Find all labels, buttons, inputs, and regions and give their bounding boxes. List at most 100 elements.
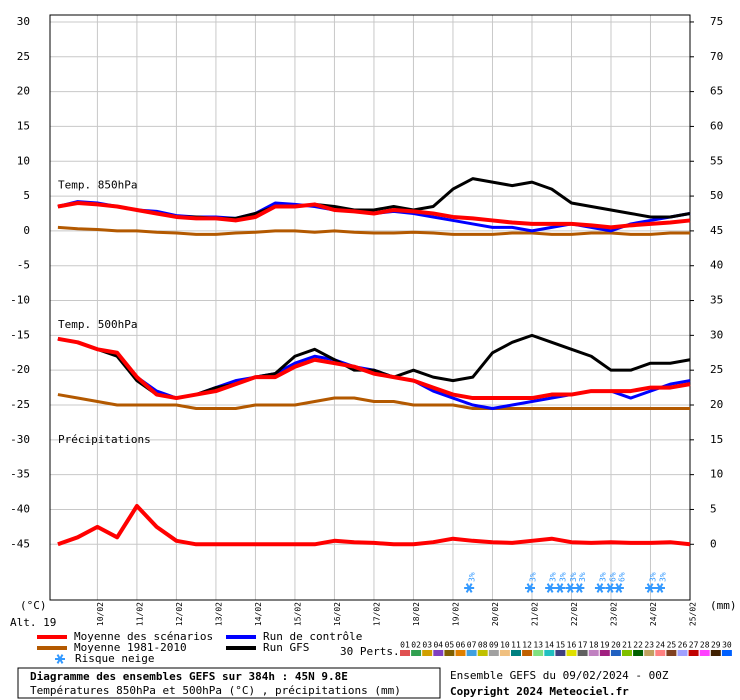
y-tick-label: -40: [10, 502, 30, 515]
perturbation-swatch: [644, 650, 655, 656]
snowflake-stroke: [646, 583, 654, 593]
snow-risk-marker: [574, 583, 585, 593]
series-line: [57, 225, 690, 236]
x-tick-label: 24/02: [649, 602, 658, 626]
snow-risk-marker: [464, 583, 475, 593]
perturbation-label: 10: [500, 641, 510, 650]
perturbation-label: 25: [667, 641, 677, 650]
snow-risk-label: 3%: [649, 572, 658, 582]
snowflake-stroke: [556, 583, 564, 593]
snow-risk-label: 3%: [468, 572, 477, 582]
y-tick-label: -35: [10, 468, 30, 481]
x-tick-label: 12/02: [175, 602, 184, 626]
y2-tick-label: 45: [710, 224, 723, 237]
perturbation-label: 18: [589, 641, 599, 650]
y-tick-label: -45: [10, 537, 30, 550]
title-box: [17, 667, 441, 699]
x-tick-label: 13/02: [214, 602, 223, 626]
x-tick-label: 18/02: [412, 602, 421, 626]
y-tick-label: -10: [10, 294, 30, 307]
perturbation-label: 06: [456, 641, 466, 650]
perturbation-swatch: [699, 650, 710, 656]
perturbation-label: 12: [522, 641, 532, 650]
y2-tick-label: 60: [710, 119, 723, 132]
y-tick-label: -20: [10, 363, 30, 376]
y2-tick-label: 25: [710, 363, 723, 376]
snow-risk-marker: [565, 583, 576, 593]
perturbation-label: 01: [400, 641, 410, 650]
perturbation-swatch: [677, 650, 688, 656]
perturbation-label: 21: [622, 641, 632, 650]
panel-label: Temp. 500hPa: [58, 318, 137, 331]
snowflake-stroke: [656, 583, 664, 593]
x-tick-label: 16/02: [333, 602, 342, 626]
perturbation-swatch: [433, 650, 444, 656]
snow-risk-marker: [545, 583, 556, 593]
perturbation-swatch: [455, 650, 466, 656]
snowflake-stroke: [576, 583, 583, 593]
perturbation-label: 13: [533, 641, 543, 650]
perturbation-swatch: [533, 650, 544, 656]
panel-label: Précipitations: [58, 433, 151, 446]
y2-tick-label: 50: [710, 189, 723, 202]
y2-tick-label: 5: [710, 502, 717, 515]
snowflake-stroke: [596, 583, 604, 593]
y-axis-label: (°C): [20, 599, 47, 612]
snow-risk-label: 3%: [529, 572, 538, 582]
y-tick-label: 15: [17, 119, 30, 132]
perturbation-label: 03: [422, 641, 432, 650]
perturbation-swatch: [588, 650, 599, 656]
perturbation-label: 30: [722, 641, 732, 650]
chart-title: Diagramme des ensembles GEFS sur 384h : …: [30, 670, 348, 683]
x-tick-label: 11/02: [135, 602, 144, 626]
perturbation-label: 04: [433, 641, 443, 650]
perturbation-label: 11: [511, 641, 521, 650]
y2-tick-label: 75: [710, 15, 723, 28]
y2-tick-label: 40: [710, 259, 723, 272]
snowflake-stroke: [465, 583, 473, 593]
x-tick-label: 21/02: [530, 602, 539, 626]
x-tick-label: 14/02: [254, 602, 263, 626]
perturbation-swatch: [422, 650, 433, 656]
perturbation-swatch: [710, 650, 721, 656]
perturbation-label: 29: [711, 641, 721, 650]
snow-risk-label: 3%: [569, 572, 578, 582]
x-tick-label: 17/02: [372, 602, 381, 626]
perturbation-label: 16: [567, 641, 577, 650]
perturbation-swatch: [566, 650, 577, 656]
y-tick-label: 20: [17, 85, 30, 98]
perturbations-label: 30 Perts.: [340, 645, 400, 658]
perturbation-swatch: [488, 650, 499, 656]
snow-risk-marker: [555, 583, 566, 593]
perturbation-swatch: [721, 650, 732, 656]
perturbation-label: 24: [655, 641, 665, 650]
snowflake-stroke: [606, 583, 614, 593]
perturbation-label: 22: [633, 641, 643, 650]
perturbation-swatch: [655, 650, 666, 656]
perturbation-swatch: [499, 650, 510, 656]
perturbation-swatch: [544, 650, 555, 656]
snow-risk-label: 6%: [617, 572, 626, 582]
snow-risk-label: 6%: [609, 572, 618, 582]
y-tick-label: 30: [17, 15, 30, 28]
legend-label: Run de contrôle: [263, 630, 362, 643]
perturbation-label: 09: [489, 641, 499, 650]
y2-tick-label: 70: [710, 50, 723, 63]
snow-risk-marker: [613, 583, 624, 593]
perturbation-swatch: [522, 650, 533, 656]
perturbation-swatch: [666, 650, 677, 656]
x-tick-label: 15/02: [293, 602, 302, 626]
snowflake-stroke: [526, 583, 534, 593]
snow-risk-marker: [605, 583, 616, 593]
legend-label: Run GFS: [263, 641, 309, 654]
chart-subtitle: Températures 850hPa et 500hPa (°C) , pré…: [30, 684, 401, 697]
y2-tick-label: 30: [710, 328, 723, 341]
perturbation-swatch: [511, 650, 521, 656]
perturbation-swatch: [622, 650, 632, 656]
x-tick-label: 19/02: [451, 602, 460, 626]
perturbation-swatch: [400, 650, 410, 656]
perturbation-swatch: [555, 650, 566, 656]
y2-tick-label: 55: [710, 154, 723, 167]
